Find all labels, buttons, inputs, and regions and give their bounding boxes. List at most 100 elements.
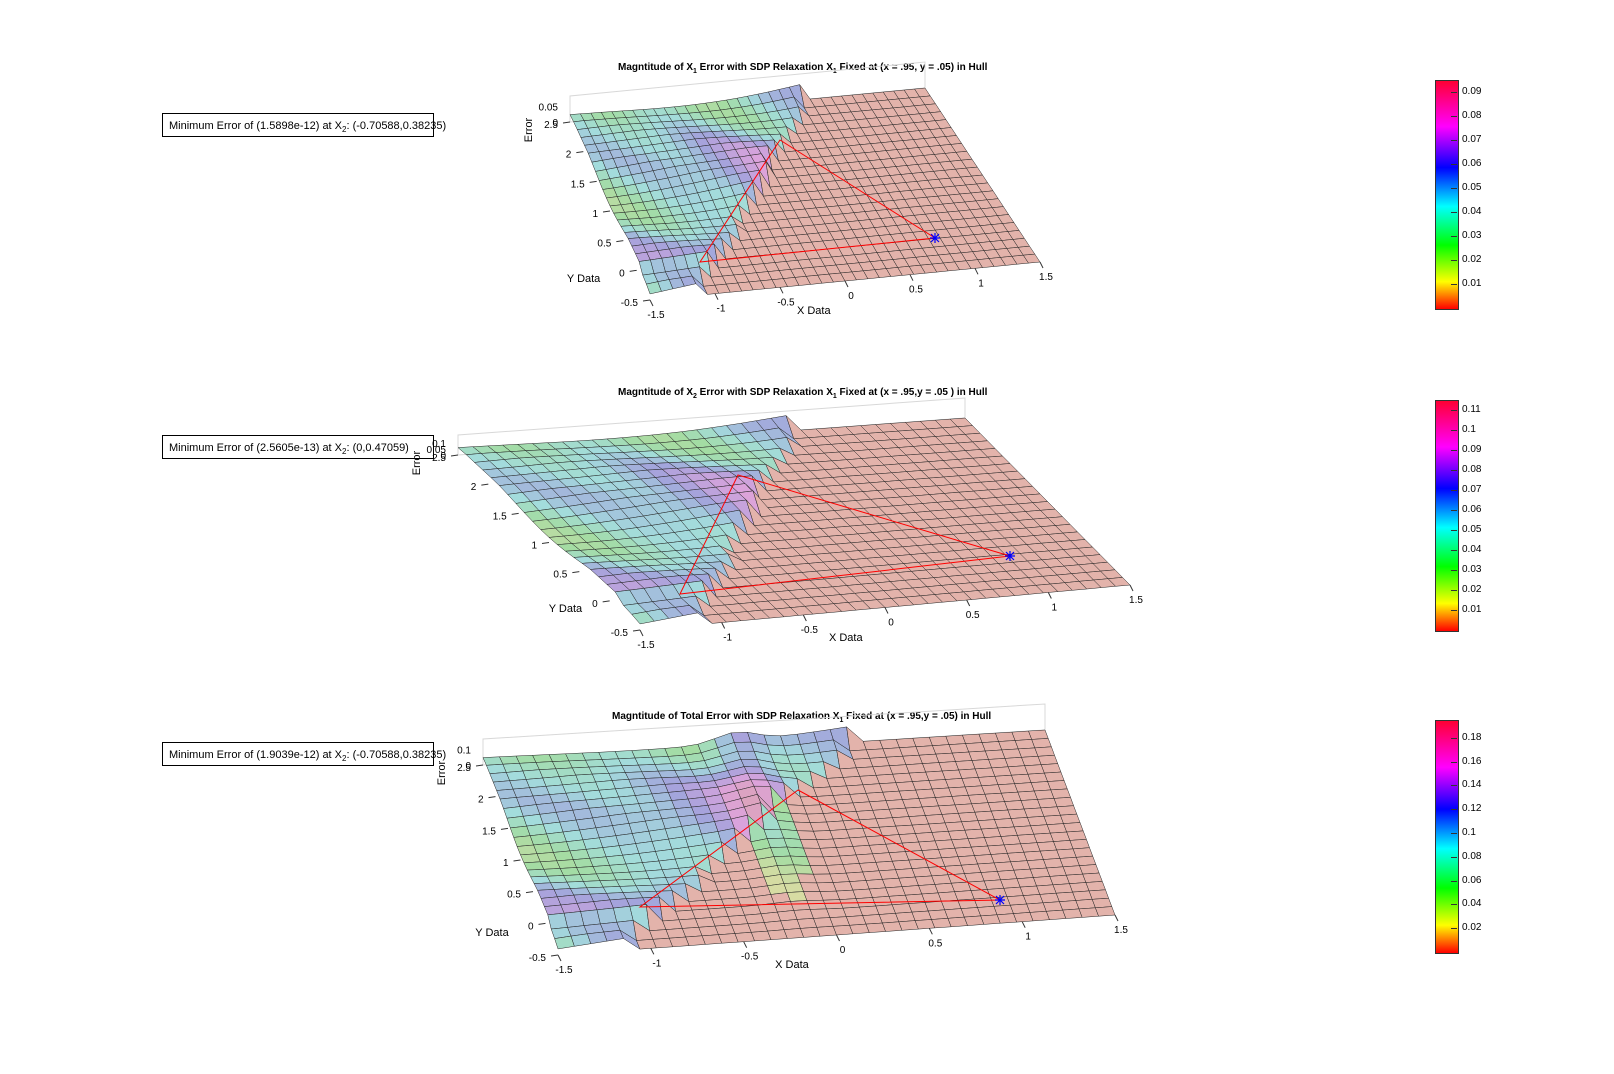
colorbar-tick-mark: [1451, 737, 1457, 739]
surface-patch: [1050, 788, 1071, 799]
surface-patch: [1033, 832, 1054, 843]
surface-patch: [1014, 782, 1035, 793]
surface-patch: [1039, 892, 1060, 904]
surface-patch: [839, 854, 860, 865]
surface-patch: [899, 746, 920, 757]
surface-patch: [1034, 746, 1055, 757]
colorbar-tick-mark: [1451, 410, 1457, 411]
colorbar-tick-label: 0.02: [1462, 922, 1482, 934]
x-tick-label: 0: [888, 618, 894, 629]
x-tick-label: 1: [978, 278, 984, 289]
z-axis-label: Error: [436, 760, 448, 785]
x-tick-label: 0.5: [928, 938, 942, 949]
x-tick-mark: [802, 614, 807, 622]
surface-patch: [1063, 822, 1084, 833]
surface-patch: [859, 862, 880, 873]
surface-patch: [993, 904, 1014, 916]
x-tick-mark: [966, 599, 971, 607]
surface-patch: [931, 874, 952, 885]
surface-patch: [960, 907, 982, 918]
surface-patch: [944, 864, 965, 876]
surface-patch: [866, 748, 887, 759]
surface-patch: [997, 826, 1018, 837]
fixed-point-marker: [995, 895, 1005, 905]
surface-patch: [1047, 780, 1068, 791]
surface-patch: [935, 796, 956, 807]
surface-patch: [1021, 756, 1042, 766]
chart-title-2: Magntitude of X2 Error with SDP Relaxati…: [618, 387, 988, 400]
surface-patch: [954, 846, 975, 857]
surface-patch: [846, 784, 867, 795]
y-tick-mark: [541, 542, 550, 544]
surface-patch: [1095, 906, 1116, 917]
surface-patch: [1017, 747, 1039, 758]
y-tick-mark: [513, 859, 521, 862]
min-error-annotation-2: Minimum Error of (2.5605e-13) at X2: (0,…: [162, 435, 434, 459]
y-tick-mark: [475, 764, 484, 767]
colorbar-tick-label: 0.08: [1462, 850, 1482, 862]
surface-patch: [813, 786, 834, 797]
surface-patch: [1082, 872, 1103, 883]
surface-patch: [1000, 835, 1021, 846]
chart-title-3: Magntitude of Total Error with SDP Relax…: [612, 711, 992, 724]
y-tick-label: 2.5: [457, 763, 471, 774]
surface-patch: [935, 752, 956, 763]
surface-patch: [1091, 897, 1113, 909]
x-axis-label: X Data: [797, 305, 832, 317]
colorbar: [1435, 80, 1459, 310]
surface-patch: [954, 890, 975, 901]
surface-patch: [1019, 885, 1041, 896]
surface-patch: [1023, 807, 1045, 818]
surface-patch: [937, 891, 959, 902]
surface-patch: [918, 797, 939, 808]
surface-patch: [816, 838, 837, 849]
surface-patch: [987, 801, 1009, 812]
colorbar-tick-label: 0.02: [1462, 254, 1482, 265]
y-tick-mark: [629, 269, 637, 272]
surface-patch: [967, 880, 988, 891]
surface-patch: [941, 769, 963, 780]
colorbar-tick-mark: [1451, 92, 1457, 93]
x-tick-label: 0: [848, 291, 854, 302]
surface-patch: [993, 861, 1015, 872]
colorbar-tick-label: 0.03: [1462, 230, 1482, 241]
surface-patch: [1010, 817, 1031, 828]
colorbar-tick-label: 0.08: [1462, 464, 1482, 475]
x-tick-mark: [1039, 261, 1044, 269]
surface-patch: [997, 869, 1018, 881]
surface-patch: [1055, 891, 1077, 902]
surface-patch: [948, 743, 970, 754]
x-tick-label: -0.5: [777, 297, 795, 308]
surface-patch: [1007, 851, 1028, 863]
surface-patch: [984, 749, 1006, 760]
surface-patch: [948, 829, 969, 841]
surface-patch: [1026, 902, 1047, 913]
surface-patch: [1049, 831, 1071, 842]
surface-patch: [1016, 877, 1037, 888]
x-tick-label: 0.5: [966, 610, 980, 621]
y-tick-label: -0.5: [529, 953, 547, 964]
surface-patch: [1027, 816, 1048, 827]
surface-patch: [962, 733, 983, 744]
surface-patch: [987, 844, 1008, 855]
colorbar-tick-mark: [1451, 140, 1457, 141]
surface-patch: [875, 773, 897, 784]
colorbar-tick-mark: [1451, 530, 1457, 531]
colorbar-tick-label: 0.04: [1462, 898, 1482, 910]
surface-patch: [1020, 842, 1041, 853]
x-tick-mark: [1047, 592, 1052, 599]
surface-patch: [1066, 830, 1087, 841]
y-tick-label: 0.5: [553, 570, 567, 581]
surface-patch: [967, 837, 989, 848]
surface-patch: [1107, 577, 1131, 587]
surface-patch: [977, 819, 999, 830]
surface-patch: [1011, 730, 1033, 741]
colorbar-tick-mark: [1451, 785, 1457, 787]
surface-patch: [1000, 791, 1022, 802]
surface-patch: [587, 931, 608, 944]
surface-patch: [965, 742, 986, 753]
surface-patch: [931, 831, 952, 842]
surface-patch: [905, 763, 927, 774]
colorbar-tick-label: 0.04: [1462, 544, 1482, 555]
surface-patch: [970, 889, 991, 900]
